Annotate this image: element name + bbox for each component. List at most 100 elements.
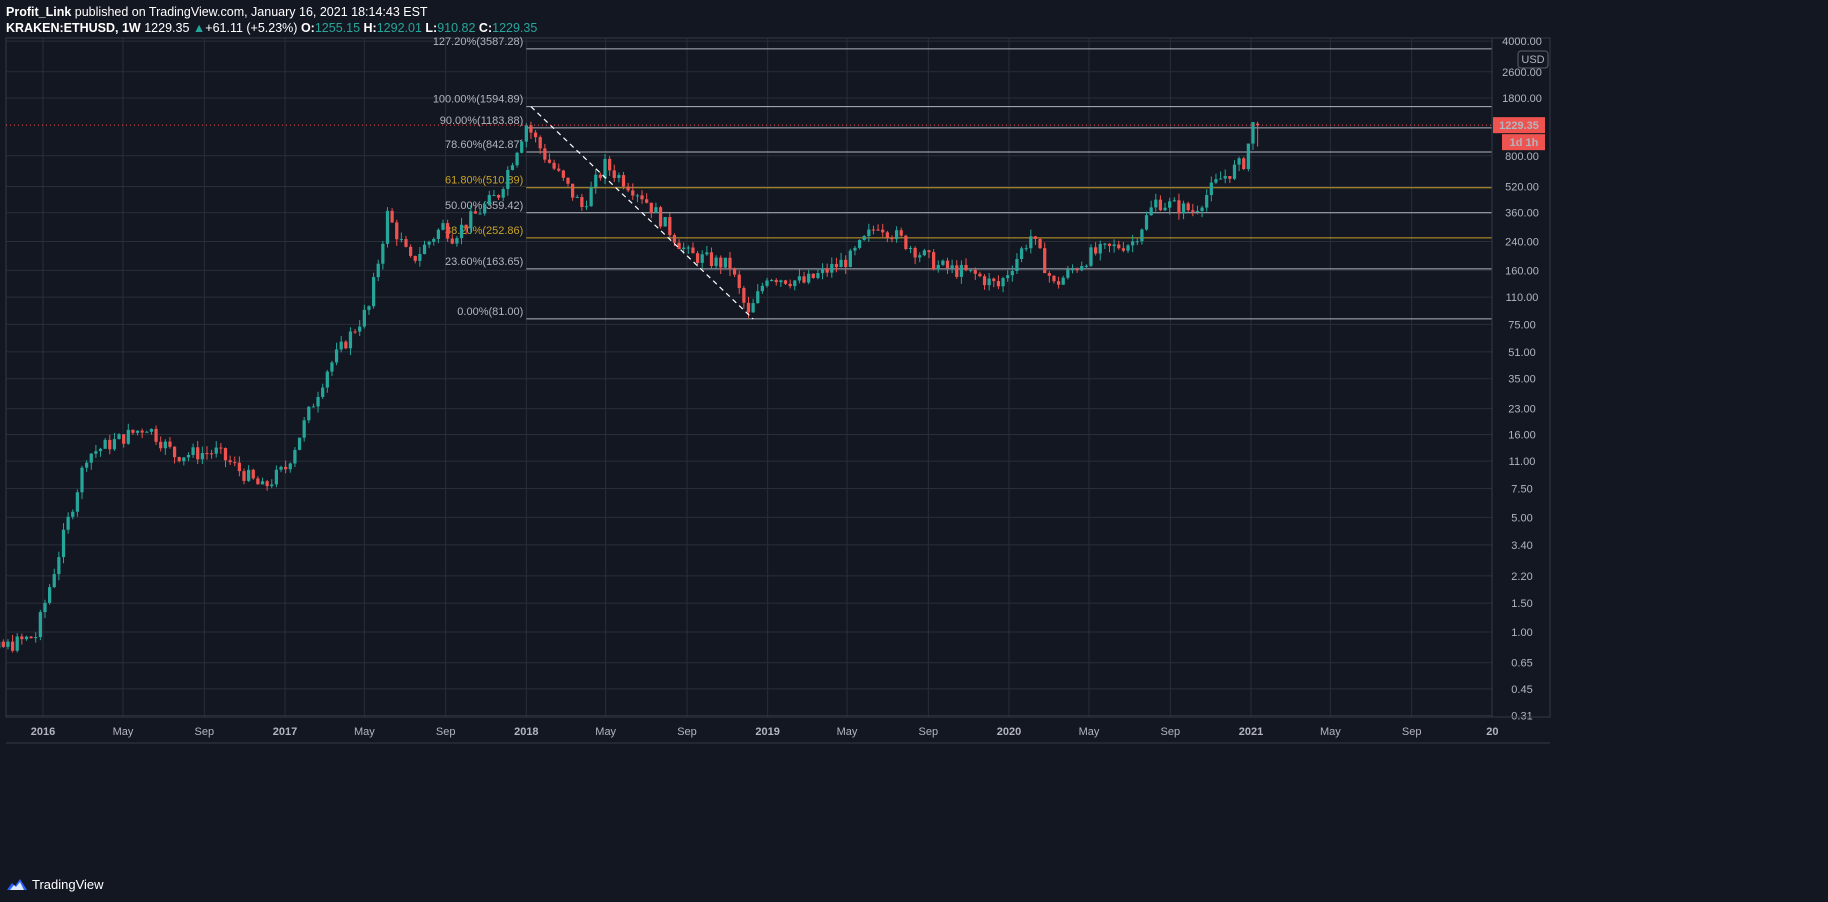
price-axis[interactable]: 4000.00 2600.00 1800.00 800.00 520.00 360.00 2… xyxy=(1491,36,1549,722)
candle xyxy=(756,284,760,304)
candle xyxy=(640,190,644,204)
candle xyxy=(6,639,10,650)
candle xyxy=(834,257,839,273)
candle xyxy=(654,202,658,213)
candle-body xyxy=(1075,269,1079,271)
price-tick-label: 520.00 xyxy=(1505,181,1539,193)
candle xyxy=(691,242,695,254)
candle xyxy=(603,154,607,185)
candle-body xyxy=(871,229,876,231)
candle xyxy=(297,437,302,451)
candle-body xyxy=(719,257,723,268)
candle-body xyxy=(1066,269,1070,278)
candle xyxy=(695,250,700,267)
candle xyxy=(663,216,667,227)
candle-body xyxy=(959,264,964,277)
candle xyxy=(978,271,982,278)
price-tick-label: 11.00 xyxy=(1509,456,1536,468)
candle xyxy=(686,245,690,254)
candle-body xyxy=(1103,243,1107,245)
candle-body xyxy=(80,467,84,493)
candle-body xyxy=(566,177,570,184)
current-price-box xyxy=(1493,117,1545,134)
candle-body xyxy=(61,529,66,558)
candle xyxy=(1117,240,1121,250)
candle-body xyxy=(260,481,265,485)
symbol-label[interactable]: KRAKEN:ETHUSD, 1W xyxy=(6,21,141,35)
candle xyxy=(422,240,427,255)
candle xyxy=(371,272,376,309)
candle xyxy=(404,235,408,248)
time-axis[interactable]: 2016 May Sep 2017 May Sep 2018 May Sep 2019 May Sep… xyxy=(6,716,1550,744)
candle-body xyxy=(321,387,325,397)
candle xyxy=(709,247,714,269)
candle-body xyxy=(38,612,42,638)
candle-body xyxy=(75,492,80,512)
time-tick-label: May xyxy=(595,726,616,738)
candle-body xyxy=(140,430,144,433)
candle xyxy=(108,434,112,455)
candle-body xyxy=(214,447,218,454)
candle xyxy=(1232,160,1237,181)
fibonacci-retracement[interactable]: 127.20%(3587.28) 100.00%(1594.89) 90.00%(1… xyxy=(433,36,1492,320)
candle xyxy=(20,633,24,645)
candle xyxy=(621,171,626,190)
candle-body xyxy=(483,204,487,214)
candle-body xyxy=(302,420,306,438)
candle xyxy=(1135,238,1139,246)
price-tick-label: 0.31 xyxy=(1511,710,1532,722)
candle xyxy=(982,274,987,290)
candle xyxy=(529,121,533,139)
candle-body xyxy=(774,280,778,283)
author-name[interactable]: Profit_Link xyxy=(6,5,72,19)
candle-body xyxy=(533,132,538,138)
candle xyxy=(617,172,621,183)
countdown-box xyxy=(1502,134,1545,151)
candle xyxy=(284,460,288,474)
candle xyxy=(131,429,135,435)
candle xyxy=(1089,244,1093,268)
candle-body xyxy=(631,190,635,196)
candle-body xyxy=(413,255,417,261)
candle-body xyxy=(700,254,704,263)
candle xyxy=(714,255,718,269)
candle-body xyxy=(973,269,977,274)
candle xyxy=(515,151,519,168)
candle xyxy=(1209,176,1213,202)
candle-body xyxy=(311,406,316,408)
candle-body xyxy=(802,276,806,283)
candle-body xyxy=(85,462,89,468)
candle-body xyxy=(844,259,848,267)
candle-body xyxy=(390,210,394,223)
candle-body xyxy=(1121,248,1126,251)
candle-body xyxy=(469,211,473,229)
symbol-line: KRAKEN:ETHUSD, 1W 1229.35 ▲+61.11 (+5.23… xyxy=(6,20,1806,36)
candle-body xyxy=(732,269,737,275)
candle xyxy=(288,462,292,473)
candle xyxy=(584,200,589,211)
candle xyxy=(492,189,496,197)
candle-body xyxy=(848,250,852,267)
candle xyxy=(487,190,491,206)
candle-body xyxy=(876,229,880,231)
tradingview-brand[interactable]: TradingView xyxy=(32,876,104,892)
candle xyxy=(816,268,820,280)
candle xyxy=(1001,276,1005,293)
candle xyxy=(575,194,579,199)
candle xyxy=(760,282,764,294)
candle-body xyxy=(927,250,931,253)
candle-body xyxy=(668,217,672,236)
candle-body xyxy=(658,207,663,227)
candle xyxy=(307,406,311,424)
price-tick-label: 16.00 xyxy=(1508,429,1536,441)
candle xyxy=(1121,242,1126,253)
candle-body xyxy=(103,439,107,449)
trend-line[interactable] xyxy=(530,106,754,320)
candle-body xyxy=(274,469,279,485)
time-tick-label: May xyxy=(354,726,375,738)
candle-body xyxy=(617,175,621,178)
candle xyxy=(94,444,98,458)
candle xyxy=(547,153,552,164)
candle xyxy=(145,430,149,433)
